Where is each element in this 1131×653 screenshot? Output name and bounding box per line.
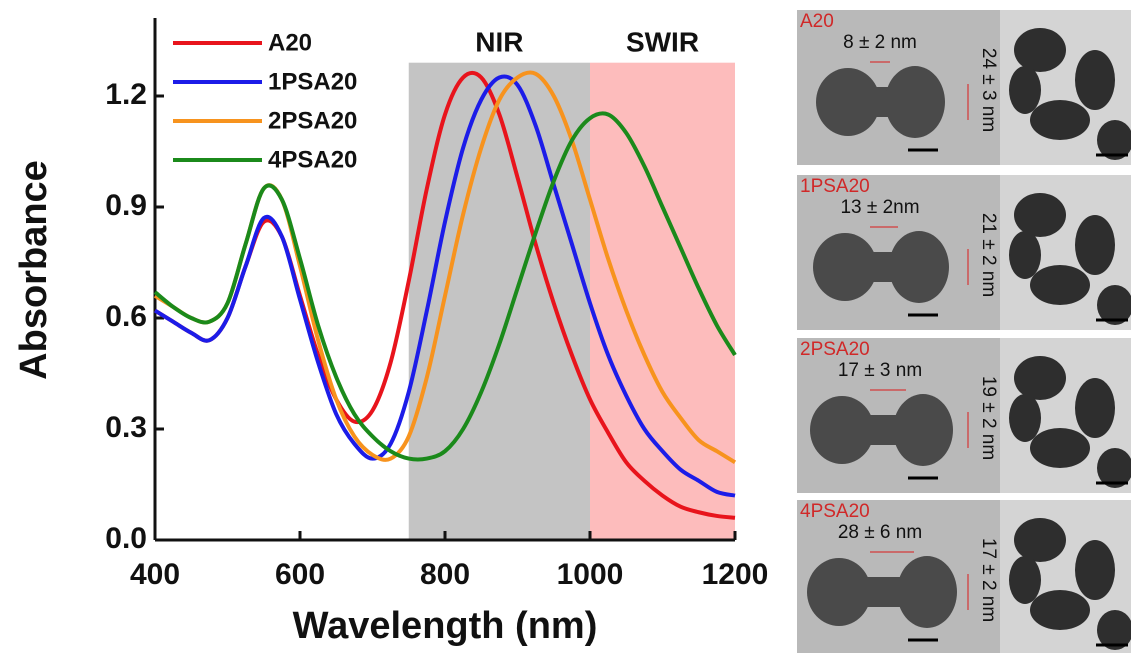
x-tick-label: 400 <box>130 558 180 591</box>
y-axis-title: Absorbance <box>13 160 55 380</box>
tem-label: A20 <box>800 11 834 32</box>
particle <box>1030 428 1090 468</box>
x-tick-label: 1200 <box>702 558 769 591</box>
particle <box>1009 66 1041 114</box>
particle <box>1030 265 1090 305</box>
particle <box>1009 394 1041 442</box>
width-label: 17 ± 2 nm <box>978 538 999 622</box>
series-line <box>153 111 737 462</box>
y-tick-label: 0.9 <box>105 189 147 222</box>
x-axis-title: Wavelength (nm) <box>293 605 598 647</box>
particle <box>1030 590 1090 630</box>
particle <box>1030 100 1090 140</box>
x-tick-label: 800 <box>420 558 470 591</box>
particle <box>1009 231 1041 279</box>
particle <box>885 66 945 138</box>
length-label: 8 ± 2 nm <box>843 32 917 53</box>
legend-label: A20 <box>268 29 312 56</box>
particle <box>1014 193 1066 237</box>
particle <box>889 231 949 303</box>
series-line <box>153 74 736 498</box>
particle <box>1097 610 1131 650</box>
particle <box>893 394 953 466</box>
width-label: 19 ± 2 nm <box>978 376 999 460</box>
region <box>408 62 590 540</box>
particle <box>1014 28 1066 72</box>
length-label: 13 ± 2nm <box>840 197 919 218</box>
particle <box>1009 556 1041 604</box>
region-label: SWIR <box>626 26 699 57</box>
region <box>590 62 735 540</box>
tem-panel: A20 8 ± 2 nm 24 ± 3 nm <box>797 10 1131 165</box>
width-label: 24 ± 3 nm <box>978 48 999 132</box>
particle <box>1075 378 1115 438</box>
y-tick-label: 0.3 <box>105 411 147 444</box>
particle <box>1097 120 1131 160</box>
x-tick-label: 600 <box>275 558 325 591</box>
y-tick-label: 0.0 <box>105 522 147 555</box>
x-tick-label: 1000 <box>557 558 624 591</box>
region-label: NIR <box>475 26 523 57</box>
tem-label: 2PSA20 <box>800 339 870 360</box>
legend-label: 4PSA20 <box>268 146 357 173</box>
particle <box>1075 215 1115 275</box>
particle <box>1097 285 1131 325</box>
particle <box>1014 356 1066 400</box>
tem-label: 1PSA20 <box>800 176 870 197</box>
width-label: 21 ± 2 nm <box>978 213 999 297</box>
particle <box>1075 50 1115 110</box>
legend-label: 2PSA20 <box>268 107 357 134</box>
y-tick-label: 0.6 <box>105 300 147 333</box>
length-label: 28 ± 6 nm <box>838 522 922 543</box>
legend-label: 1PSA20 <box>268 68 357 95</box>
particle <box>897 556 957 628</box>
tem-label: 4PSA20 <box>800 501 870 522</box>
particle <box>1014 518 1066 562</box>
particle <box>1075 540 1115 600</box>
y-tick-label: 1.2 <box>105 78 147 111</box>
length-label: 17 ± 3 nm <box>838 360 922 381</box>
particle <box>1097 448 1131 488</box>
